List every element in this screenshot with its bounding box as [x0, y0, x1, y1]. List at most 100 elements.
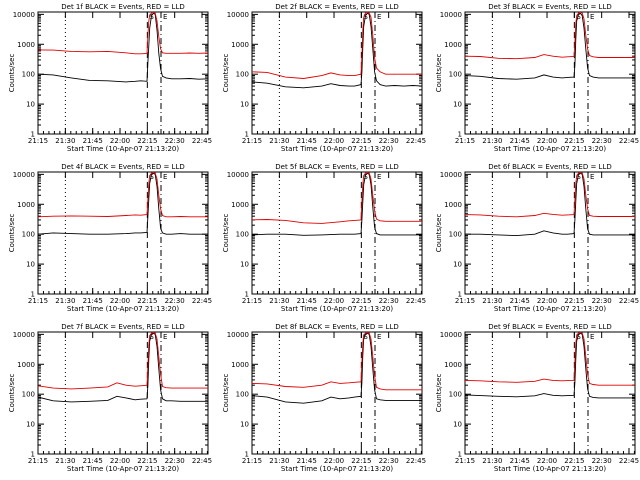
x-tick-label: 22:30: [379, 297, 399, 305]
panel-title: Det 1f BLACK = Events, RED = LLD: [61, 3, 184, 11]
saa-end-label: E: [163, 333, 167, 341]
x-tick-label: 22:30: [592, 457, 612, 465]
lld-series-line: [38, 12, 208, 55]
y-tick-label: 100: [236, 391, 249, 399]
x-tick-label: 22:00: [324, 137, 344, 145]
x-tick-label: 22:15: [137, 297, 157, 305]
x-axis-label: Start Time (10-Apr-07 21:13:20): [67, 305, 179, 313]
x-tick-label: 22:30: [165, 137, 185, 145]
y-tick-label: 10: [26, 101, 35, 109]
y-tick-label: 10: [453, 101, 462, 109]
y-axis-label: Counts/sec: [435, 54, 443, 93]
events-series-line: [38, 172, 208, 235]
x-tick-label: 21:45: [83, 137, 103, 145]
x-tick-label: 22:45: [619, 457, 639, 465]
plot-frame: [251, 11, 423, 135]
plot-frame: [37, 11, 209, 135]
plot-frame: [464, 331, 636, 455]
x-tick-label: 21:15: [455, 457, 475, 465]
y-tick-label: 1000: [17, 41, 35, 49]
panel-det-5f: Det 5f BLACK = Events, RED = LLD 1 10 100 10…: [222, 163, 426, 313]
x-tick-label: 22:45: [619, 297, 639, 305]
saa-start-label: S: [576, 333, 581, 341]
y-tick-label: 1: [245, 291, 249, 299]
y-tick-label: 10000: [13, 11, 35, 19]
x-tick-label: 22:45: [406, 137, 426, 145]
y-tick-label: 100: [449, 71, 462, 79]
y-tick-label: 100: [22, 71, 35, 79]
y-tick-label: 1000: [444, 361, 462, 369]
x-tick-label: 22:15: [564, 297, 584, 305]
x-tick-label: 21:45: [297, 457, 317, 465]
y-axis-label: Counts/sec: [222, 374, 230, 413]
y-tick-label: 100: [449, 391, 462, 399]
y-axis-label: Counts/sec: [8, 374, 16, 413]
lld-series-line: [252, 12, 422, 79]
events-series-line: [38, 12, 208, 83]
y-tick-label: 1000: [231, 201, 249, 209]
x-tick-label: 22:45: [192, 457, 212, 465]
y-tick-label: 10000: [13, 331, 35, 339]
x-tick-label: 22:15: [564, 137, 584, 145]
saa-end-label: E: [163, 173, 167, 181]
plot-frame: [464, 11, 636, 135]
x-axis-label: Start Time (10-Apr-07 21:13:20): [281, 305, 393, 313]
x-axis-label: Start Time (10-Apr-07 21:13:20): [494, 145, 606, 153]
y-tick-label: 10: [453, 421, 462, 429]
saa-end-label: E: [377, 13, 381, 21]
y-tick-label: 100: [22, 391, 35, 399]
x-tick-label: 22:15: [137, 137, 157, 145]
y-axis-label: Counts/sec: [222, 214, 230, 253]
saa-end-label: E: [163, 13, 167, 21]
x-tick-label: 22:00: [324, 297, 344, 305]
y-tick-label: 10000: [227, 171, 249, 179]
y-tick-label: 1: [31, 291, 35, 299]
x-axis-label: Start Time (10-Apr-07 21:13:20): [67, 145, 179, 153]
panel-det-6f: Det 6f BLACK = Events, RED = LLD 1 10 100 10…: [435, 163, 639, 313]
plot-frame: [37, 331, 209, 455]
x-tick-label: 22:15: [351, 137, 371, 145]
lld-series-line: [252, 332, 422, 391]
x-tick-label: 22:00: [537, 297, 557, 305]
x-tick-label: 21:30: [55, 137, 75, 145]
saa-end-label: E: [590, 13, 594, 21]
x-tick-label: 21:15: [455, 137, 475, 145]
x-tick-label: 22:30: [165, 297, 185, 305]
lld-series-line: [465, 172, 635, 218]
saa-start-label: S: [149, 13, 154, 21]
events-series-line: [465, 332, 635, 399]
lld-series-line: [465, 12, 635, 60]
y-tick-label: 1000: [444, 41, 462, 49]
panel-det-4f: Det 4f BLACK = Events, RED = LLD 1 10 100 10…: [8, 163, 212, 313]
panel-title: Det 7f BLACK = Events, RED = LLD: [61, 323, 184, 331]
saa-start-label: S: [363, 333, 368, 341]
saa-start-label: S: [149, 173, 154, 181]
x-tick-label: 21:15: [28, 457, 48, 465]
x-axis-label: Start Time (10-Apr-07 21:13:20): [67, 465, 179, 473]
x-tick-label: 22:00: [324, 457, 344, 465]
x-tick-label: 22:30: [379, 137, 399, 145]
y-tick-label: 1: [458, 291, 462, 299]
y-tick-label: 10000: [440, 331, 462, 339]
x-tick-label: 22:45: [192, 137, 212, 145]
panel-det-9f: Det 9f BLACK = Events, RED = LLD 1 10 100 10…: [435, 323, 639, 473]
events-series-line: [252, 12, 422, 89]
panel-det-1f: Det 1f BLACK = Events, RED = LLD 1 10 100 10…: [8, 3, 212, 153]
y-tick-label: 1: [458, 131, 462, 139]
x-tick-label: 21:45: [510, 457, 530, 465]
x-axis-label: Start Time (10-Apr-07 21:13:20): [281, 145, 393, 153]
saa-start-label: S: [149, 333, 154, 341]
y-tick-label: 1: [31, 131, 35, 139]
x-tick-label: 21:30: [55, 457, 75, 465]
panel-title: Det 6f BLACK = Events, RED = LLD: [488, 163, 611, 171]
y-tick-label: 100: [449, 231, 462, 239]
y-axis-label: Counts/sec: [435, 374, 443, 413]
panel-title: Det 4f BLACK = Events, RED = LLD: [61, 163, 184, 171]
y-axis-label: Counts/sec: [222, 54, 230, 93]
panel-title: Det 8f BLACK = Events, RED = LLD: [275, 323, 398, 331]
plot-frame: [251, 331, 423, 455]
events-series-line: [252, 172, 422, 236]
y-tick-label: 10000: [227, 331, 249, 339]
x-tick-label: 22:15: [564, 457, 584, 465]
